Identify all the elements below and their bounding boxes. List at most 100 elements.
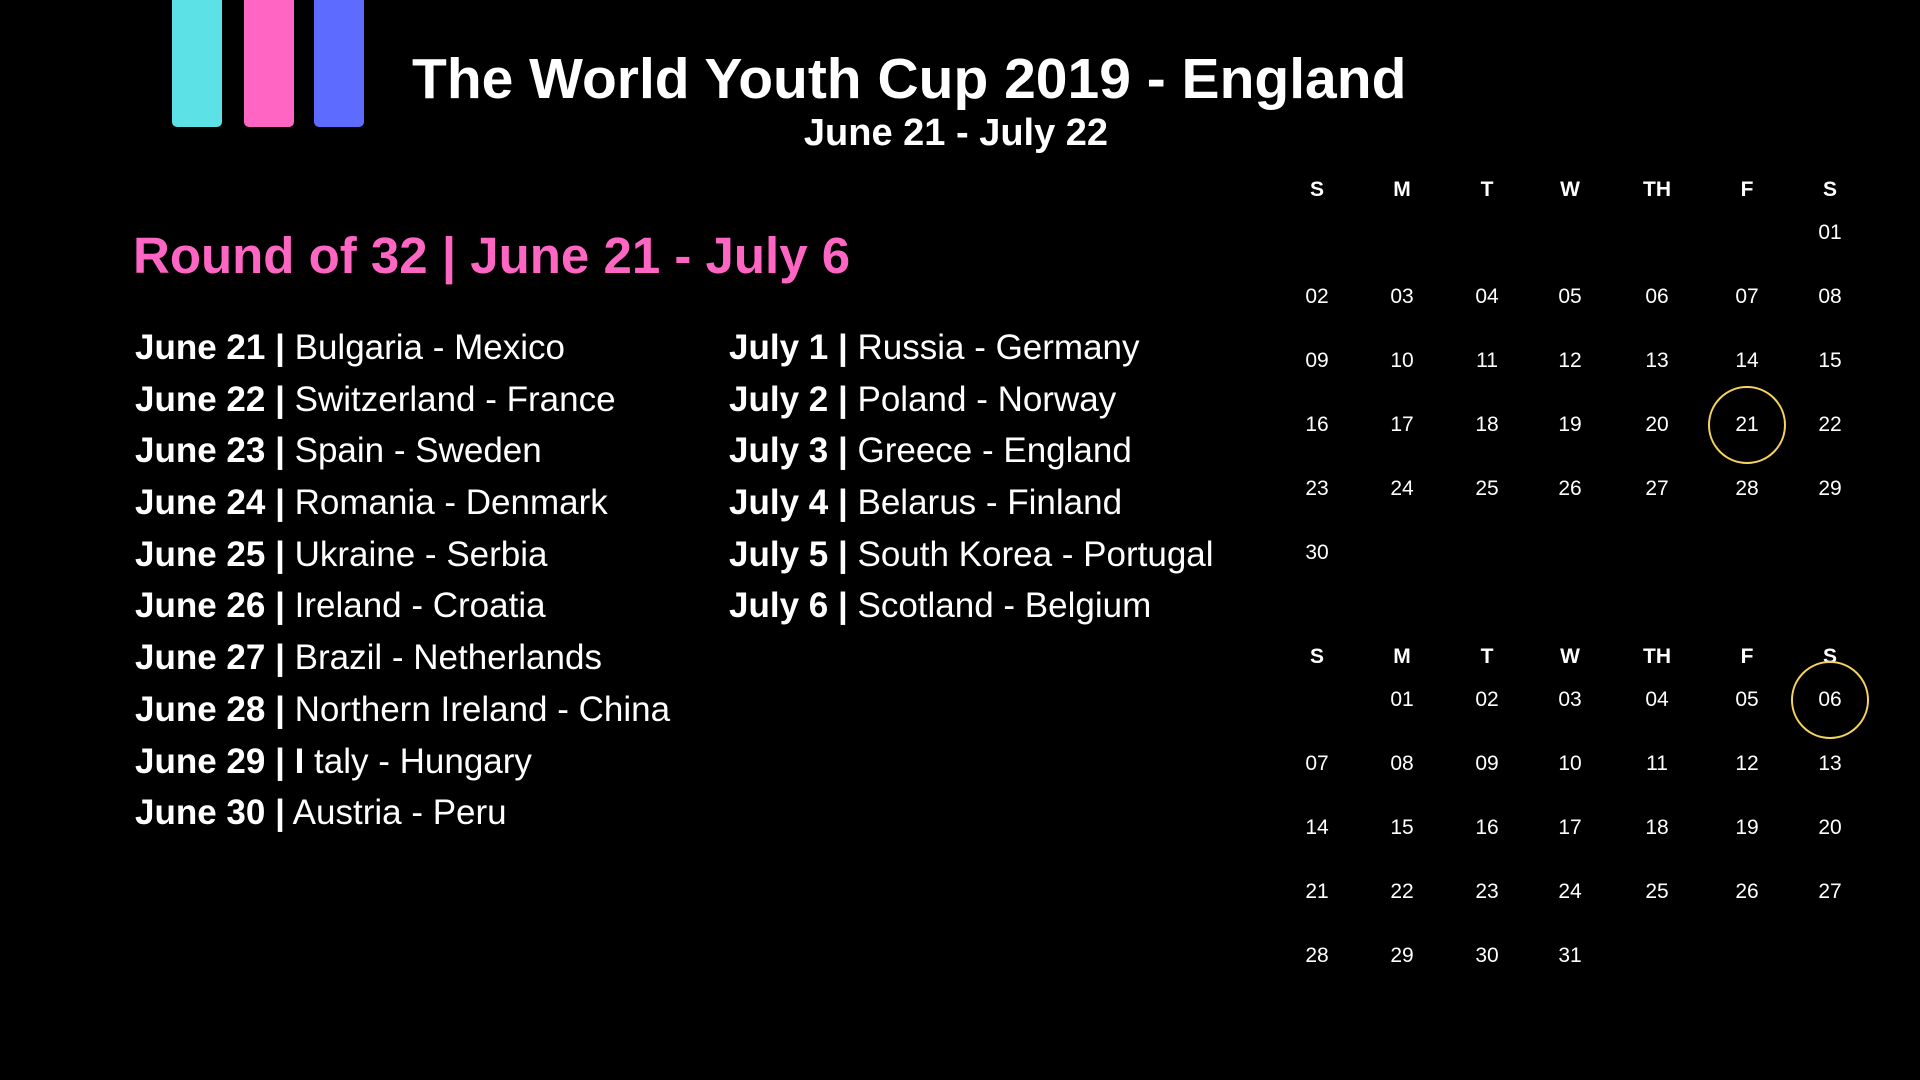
calendar-day: 31	[1558, 944, 1582, 967]
match-teams: Austria - Peru	[292, 793, 507, 833]
calendar-day: 04	[1645, 688, 1669, 711]
match-row: July 6 | Scotland - Belgium	[729, 580, 1214, 632]
match-teams: Ireland - Croatia	[294, 586, 546, 626]
match-date: June 22 |	[135, 379, 285, 419]
match-teams: taly - Hungary	[314, 741, 532, 781]
weekday-label: W	[1560, 178, 1580, 201]
calendar-day: 20	[1645, 413, 1669, 436]
calendar-day: 24	[1390, 477, 1414, 500]
calendar-day: 01	[1390, 688, 1414, 711]
calendar-day: 18	[1475, 413, 1499, 436]
match-date: July 4 |	[729, 483, 848, 523]
calendar-july: S M T W TH F S 01 02 03 04 05 06 07 08 09 10 11 12 13 14 15 1…	[1285, 645, 1880, 1005]
match-teams: Spain - Sweden	[294, 431, 542, 471]
calendar-day: 26	[1735, 880, 1759, 903]
match-row: June 21 | Bulgaria - Mexico	[135, 322, 670, 374]
logo-bar-cyan	[172, 0, 222, 127]
calendar-day: 13	[1818, 752, 1842, 775]
match-date: July 2 |	[729, 379, 848, 419]
weekday-label: S	[1309, 645, 1324, 668]
calendar-day: 11	[1646, 752, 1668, 775]
match-date: June 23 |	[135, 431, 285, 471]
calendar-day: 20	[1818, 816, 1842, 839]
calendar-day: 22	[1818, 413, 1842, 436]
calendar-day: 23	[1305, 477, 1329, 500]
match-row: June 24 | Romania - Denmark	[135, 477, 670, 529]
calendar-day: 16	[1305, 413, 1329, 436]
calendar-day: 12	[1735, 752, 1759, 775]
weekday-label: F	[1740, 645, 1754, 668]
calendar-weekday-header: S M T W TH F S	[1285, 178, 1880, 218]
calendar-june: S M T W TH F S 01 02 03 04 05 06 07 08 09 10 11 12 13 14 15 1…	[1285, 178, 1880, 602]
calendar-day: 29	[1818, 477, 1842, 500]
match-row: June 27 | Brazil - Netherlands	[135, 632, 670, 684]
match-row: July 1 | Russia - Germany	[729, 322, 1214, 374]
calendar-day: 08	[1818, 285, 1842, 308]
calendar-day: 15	[1818, 349, 1842, 372]
weekday-label: M	[1393, 178, 1411, 201]
calendar-day: 19	[1558, 413, 1582, 436]
calendar-day: 17	[1390, 413, 1414, 436]
weekday-label: T	[1480, 645, 1494, 668]
calendar-day: 11	[1476, 349, 1498, 372]
match-date: June 28 |	[135, 689, 285, 729]
calendar-day: 27	[1818, 880, 1842, 903]
calendar-day: 26	[1558, 477, 1582, 500]
weekday-label: W	[1560, 645, 1580, 668]
match-date: June 27 |	[135, 638, 285, 678]
page-subtitle: June 21 - July 22	[803, 112, 1109, 154]
match-row: June 28 | Northern Ireland - China	[135, 684, 670, 736]
calendar-day: 14	[1735, 349, 1759, 372]
calendar-day: 10	[1558, 752, 1582, 775]
match-teams: Switzerland - France	[294, 379, 616, 419]
calendar-day: 22	[1390, 880, 1414, 903]
match-date: June 21 |	[135, 328, 285, 367]
match-teams: Russia - Germany	[857, 328, 1140, 367]
calendar-day: 25	[1645, 880, 1669, 903]
weekday-label: TH	[1643, 178, 1671, 201]
match-teams: Bulgaria - Mexico	[294, 328, 565, 367]
calendar-day: 08	[1390, 752, 1414, 775]
calendar-day: 02	[1305, 285, 1329, 308]
calendar-day: 07	[1735, 285, 1759, 308]
round-heading: Round of 32 | June 21 - July 6	[133, 227, 851, 284]
weekday-label: TH	[1643, 645, 1671, 668]
calendar-day: 04	[1475, 285, 1499, 308]
match-teams: Greece - England	[857, 431, 1132, 471]
match-date: July 1 |	[729, 328, 848, 367]
calendar-day: 30	[1475, 944, 1499, 967]
weekday-label: S	[1822, 178, 1837, 201]
calendar-day: 07	[1305, 752, 1329, 775]
weekday-label: F	[1740, 178, 1754, 201]
calendar-day: 12	[1558, 349, 1582, 372]
calendar-day: 19	[1735, 816, 1759, 839]
calendar-day: 14	[1305, 816, 1329, 839]
match-teams: South Korea - Portugal	[857, 534, 1214, 574]
calendar-day: 27	[1645, 477, 1669, 500]
match-date: June 25 |	[135, 534, 285, 574]
match-teams: Ukraine - Serbia	[294, 534, 548, 574]
match-teams: Brazil - Netherlands	[294, 638, 602, 678]
logo	[172, 0, 364, 128]
calendar-day: 15	[1390, 816, 1414, 839]
calendar-day: 29	[1390, 944, 1414, 967]
calendar-day: 24	[1558, 880, 1582, 903]
match-row: June 29 | I taly - Hungary	[135, 736, 670, 788]
match-date: June 30 |	[135, 793, 285, 833]
match-list-july: July 1 | Russia - Germany July 2 | Poland…	[729, 322, 1214, 632]
calendar-day: 23	[1475, 880, 1499, 903]
weekday-label: M	[1393, 645, 1411, 668]
match-row: July 2 | Poland - Norway	[729, 374, 1214, 426]
match-date: June 24 |	[135, 483, 285, 523]
calendar-day: 05	[1735, 688, 1759, 711]
calendar-day: 28	[1735, 477, 1759, 500]
match-date: July 6 |	[729, 586, 848, 626]
match-row: June 26 | Ireland - Croatia	[135, 580, 670, 632]
match-date: July 5 |	[729, 534, 848, 574]
calendar-day: 13	[1645, 349, 1669, 372]
match-row: June 23 | Spain - Sweden	[135, 425, 670, 477]
match-teams: Belarus - Finland	[857, 483, 1123, 523]
calendar-day-grid: 01 02 03 04 05 06 07 08 09 10 11 12 13 14 15 16 17 18 19 20…	[1285, 661, 1880, 1005]
calendar-day: 02	[1475, 688, 1499, 711]
match-row: June 22 | Switzerland - France	[135, 374, 670, 426]
